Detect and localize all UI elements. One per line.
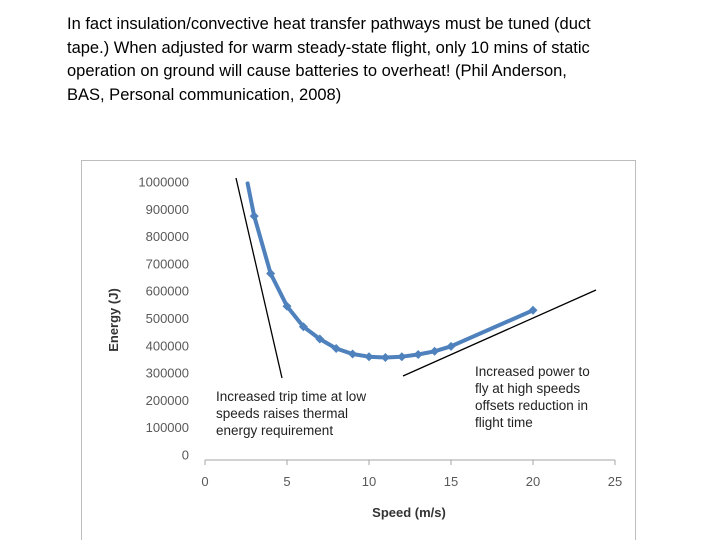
data-point-marker — [298, 322, 308, 332]
caption-line-4: BAS, Personal communication, 2008) — [67, 85, 342, 104]
y-tick-label: 700000 — [146, 256, 189, 271]
caption-line-1: In fact insulation/convective heat trans… — [67, 15, 591, 33]
x-tick-label: 0 — [201, 474, 208, 489]
y-tick-label: 100000 — [146, 420, 189, 435]
y-tick-label: 300000 — [146, 366, 189, 381]
x-tick-label: 15 — [444, 474, 458, 489]
annotation-high-speed-line: flight time — [475, 415, 533, 430]
data-point-marker — [315, 334, 325, 344]
data-point-marker — [380, 353, 390, 363]
chart-frame — [81, 160, 636, 540]
y-tick-label: 900000 — [146, 202, 189, 217]
annotation-low-speed-line: speeds raises thermal — [216, 406, 348, 421]
annotation-low-speed-line: energy requirement — [216, 423, 333, 438]
low-speed-trend-line — [235, 177, 283, 379]
y-tick-label: 500000 — [146, 311, 189, 326]
y-tick-label: 400000 — [146, 338, 189, 353]
caption-line-3: operation on ground will cause batteries… — [67, 62, 567, 80]
x-axis-title: Speed (m/s) — [372, 505, 446, 520]
x-tick-label: 25 — [608, 474, 622, 489]
data-point-marker — [266, 268, 276, 278]
y-tick-label: 200000 — [146, 393, 189, 408]
x-tick-label: 5 — [283, 474, 290, 489]
data-point-marker — [348, 349, 358, 359]
series-line — [245, 181, 535, 360]
data-point-marker — [446, 341, 456, 351]
y-tick-label: 800000 — [146, 229, 189, 244]
high-speed-trend-line — [402, 289, 597, 377]
data-point-marker — [331, 344, 341, 354]
data-point-marker — [528, 305, 538, 315]
x-tick-label: 20 — [526, 474, 540, 489]
caption-line-2: tape.) When adjusted for warm steady-sta… — [67, 38, 590, 57]
data-point-marker — [397, 352, 407, 362]
caption-text: In fact insulation/convective heat trans… — [67, 13, 707, 107]
annotation-high-speed-line: fly at high speeds — [475, 381, 580, 396]
annotation-high-speed-line: offsets reduction in — [475, 398, 588, 413]
annotation-low-speed-line: Increased trip time at low — [216, 389, 366, 404]
data-point-marker — [249, 211, 259, 221]
data-point-marker — [282, 301, 292, 311]
data-point-marker — [430, 346, 440, 356]
y-tick-label: 0 — [182, 448, 189, 463]
annotation-high-speed-line: Increased power to — [475, 364, 590, 379]
y-tick-label: 1000000 — [138, 175, 189, 190]
data-point-marker — [413, 350, 423, 360]
x-tick-label: 10 — [362, 474, 376, 489]
y-tick-label: 600000 — [146, 284, 189, 299]
data-point-marker — [364, 352, 374, 362]
y-axis-title: Energy (J) — [106, 288, 121, 352]
